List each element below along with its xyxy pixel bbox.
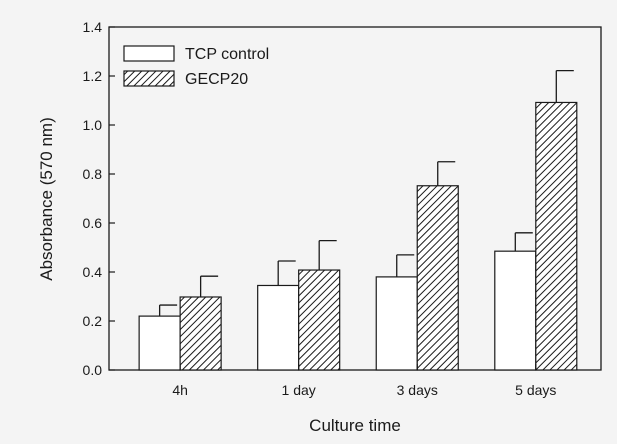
x-tick-label: 4h bbox=[172, 382, 188, 398]
bar bbox=[416, 185, 459, 371]
plot-frame bbox=[108, 26, 602, 371]
x-tick-label: 1 day bbox=[282, 382, 316, 398]
ticks: 0.0 0.2 0.4 0.6 0.8 1.0 1.2 1.4 4h 1 day 3 days 5 d… bbox=[83, 19, 557, 398]
y-tick-label: 1.4 bbox=[83, 19, 103, 35]
x-axis-title: Culture time bbox=[309, 416, 401, 435]
y-tick-label: 0.2 bbox=[83, 313, 103, 329]
legend: TCP control GECP20 bbox=[123, 45, 269, 88]
bar bbox=[298, 269, 341, 371]
legend-label: TCP control bbox=[185, 46, 269, 63]
y-tick-label: 1.2 bbox=[83, 68, 103, 84]
bars bbox=[138, 69, 578, 371]
y-tick-label: 1.0 bbox=[83, 117, 103, 133]
bar bbox=[179, 296, 222, 371]
y-tick-label: 0.8 bbox=[83, 166, 103, 182]
x-tick-label: 5 days bbox=[515, 382, 556, 398]
bar bbox=[138, 315, 181, 371]
x-tick-label: 3 days bbox=[397, 382, 438, 398]
bar bbox=[257, 284, 300, 371]
y-axis-title: Absorbance (570 nm) bbox=[37, 117, 56, 280]
y-tick-label: 0.6 bbox=[83, 215, 103, 231]
bar bbox=[535, 101, 578, 371]
legend-swatch bbox=[123, 70, 175, 87]
y-tick-label: 0.4 bbox=[83, 264, 103, 280]
bar bbox=[375, 276, 418, 371]
axes bbox=[108, 26, 602, 371]
legend-label: GECP20 bbox=[185, 71, 248, 88]
y-tick-label: 0.0 bbox=[83, 362, 103, 378]
legend-swatch bbox=[123, 45, 175, 62]
bar bbox=[494, 250, 537, 371]
